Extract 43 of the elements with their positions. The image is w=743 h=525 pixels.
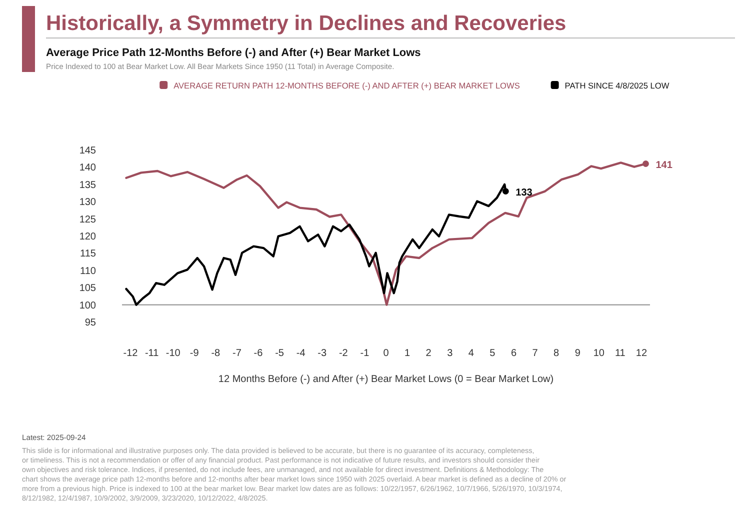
legend-label: PATH SINCE 4/8/2025 LOW <box>564 80 670 90</box>
y-tick-label: 130 <box>79 197 96 208</box>
x-tick-label: 2 <box>426 348 432 359</box>
y-tick-label: 100 <box>79 300 96 312</box>
x-tick-label: 8 <box>554 348 560 359</box>
x-tick-label: 10 <box>593 348 605 359</box>
x-tick-label: -5 <box>275 348 284 359</box>
x-tick-label: -12 <box>123 348 138 359</box>
y-tick-label: 110 <box>80 266 96 277</box>
x-tick-label: 5 <box>490 348 496 359</box>
chart-title: Historically, a Symmetry in Declines and Recoveries <box>46 12 566 35</box>
x-tick-label: -2 <box>338 348 348 359</box>
x-tick-label: -7 <box>232 348 242 359</box>
y-tick-label: 125 <box>79 214 96 226</box>
y-tick-label: 115 <box>80 248 96 260</box>
x-axis-title: 12 Months Before (-) and After (+) Bear Market Lows (0 = Bear Market Low) <box>218 374 554 385</box>
x-tick-label: 4 <box>468 348 474 359</box>
x-tick-label: -3 <box>318 348 328 359</box>
x-tick-label: 0 <box>383 348 390 359</box>
y-tick-label: 120 <box>79 232 96 242</box>
x-tick-label: 11 <box>615 348 626 359</box>
y-tick-label: 140 <box>79 162 96 174</box>
data-label: 141 <box>656 160 673 171</box>
x-tick-label: 9 <box>574 348 581 359</box>
y-tick-label: 95 <box>84 318 96 328</box>
data-label: 133 <box>516 187 533 198</box>
x-tick-label: -10 <box>166 348 181 359</box>
x-tick-label: -11 <box>144 348 160 359</box>
y-tick-label: 135 <box>79 180 96 191</box>
y-tick-label: 105 <box>79 283 96 294</box>
x-tick-label: 3 <box>447 348 454 359</box>
x-tick-label: -1 <box>360 348 370 359</box>
x-tick-label: -6 <box>254 348 264 359</box>
x-tick-label: -8 <box>211 348 221 359</box>
legend-label: AVERAGE RETURN PATH 12-MONTHS BEFORE (-) AND AFTER (+) BEAR MARKET LOWS <box>174 80 520 90</box>
x-tick-label: 7 <box>532 348 538 359</box>
x-tick-label: -4 <box>296 348 306 359</box>
x-tick-label: 1 <box>404 348 411 359</box>
x-tick-label: 12 <box>636 348 648 359</box>
x-tick-label: 6 <box>510 348 517 359</box>
chart-subtitle: Average Price Path 12-Months Before (-) and After (+) Bear Market Lows <box>46 47 421 59</box>
y-tick-label: 145 <box>79 146 96 156</box>
x-tick-label: -9 <box>190 348 200 359</box>
